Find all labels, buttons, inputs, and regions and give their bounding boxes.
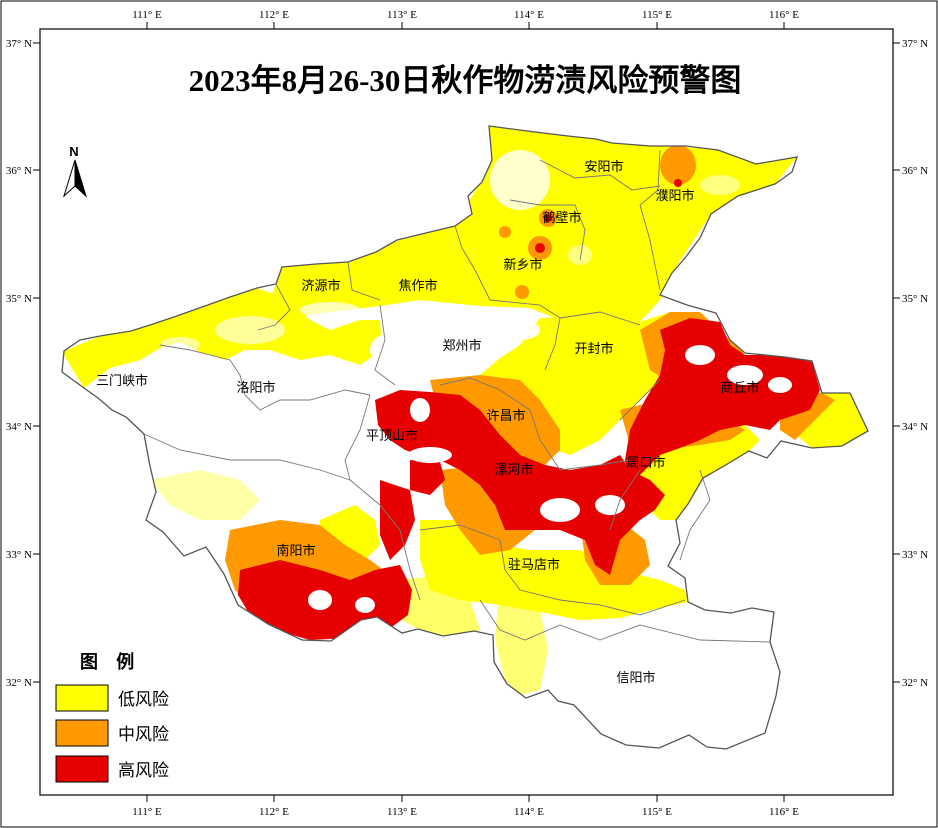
legend-swatch-medium [56,720,108,746]
map-title: 2023年8月26-30日秋作物涝渍风险预警图 [189,63,742,98]
bottom-longitude-labels: 111° E 112° E 113° E 114° E 115° E 116° … [132,806,799,818]
right-latitude-labels: 37° N 36° N 35° N 34° N 33° N 32° N [902,38,928,689]
lat-label: 37° N [6,38,32,50]
left-latitude-labels: 37° N 36° N 35° N 34° N 33° N 32° N [6,38,32,689]
lat-label: 33° N [902,549,928,561]
lat-label: 32° N [902,677,928,689]
legend-swatch-low [56,685,108,711]
city-label-sanmenxia: 三门峡市 [96,373,148,389]
city-label-xinyang: 信阳市 [616,670,655,686]
city-label-zhoukou: 周口市 [626,455,665,471]
city-label-zhengzhou: 郑州市 [442,338,481,354]
lon-label: 116° E [769,9,799,21]
city-label-pingdingshan: 平顶山市 [366,428,418,444]
city-label-luohe: 漯河市 [494,462,533,478]
legend-swatch-high [56,756,108,782]
lat-label: 34° N [902,421,928,433]
lat-label: 34° N [6,421,32,433]
lon-label: 111° E [132,9,162,21]
lat-label: 32° N [6,677,32,689]
lon-label: 116° E [769,806,799,818]
lat-label: 37° N [902,38,928,50]
lon-label: 114° E [514,9,544,21]
lat-label: 35° N [902,293,928,305]
north-arrow-icon: N [64,144,86,196]
city-label-nanyang: 南阳市 [276,543,315,559]
city-label-jiyuan: 济源市 [301,278,340,294]
city-label-jiaozuo: 焦作市 [398,278,437,294]
city-label-luoyang: 洛阳市 [236,380,275,396]
city-label-kaifeng: 开封市 [574,341,613,357]
city-label-xuchang: 许昌市 [486,408,525,424]
lon-label: 113° E [387,9,417,21]
lon-label: 111° E [132,806,162,818]
lon-label: 115° E [642,806,672,818]
lat-label: 33° N [6,549,32,561]
lon-label: 114° E [514,806,544,818]
top-longitude-labels: 111° E 112° E 113° E 114° E 115° E 116° … [132,9,799,21]
lon-label: 112° E [259,9,289,21]
legend: 图 例 低风险 中风险 高风险 [56,651,169,782]
lon-label: 113° E [387,806,417,818]
legend-label-high: 高风险 [118,761,169,781]
lon-label: 112° E [259,806,289,818]
legend-label-medium: 中风险 [118,725,169,745]
city-label-anyang: 安阳市 [584,159,623,175]
city-label-xinxiang: 新乡市 [503,257,542,273]
city-label-shangqiu: 商丘市 [720,380,759,396]
lon-label: 115° E [642,9,672,21]
legend-title: 图 例 [80,651,140,673]
lat-label: 36° N [902,165,928,177]
city-label-zhumadian: 驻马店市 [508,557,560,573]
city-label-hebi: 鹤壁市 [542,210,581,226]
city-label-puyang: 濮阳市 [655,188,694,204]
lat-label: 35° N [6,293,32,305]
north-label: N [69,144,78,159]
legend-label-low: 低风险 [118,690,169,710]
lat-label: 36° N [6,165,32,177]
